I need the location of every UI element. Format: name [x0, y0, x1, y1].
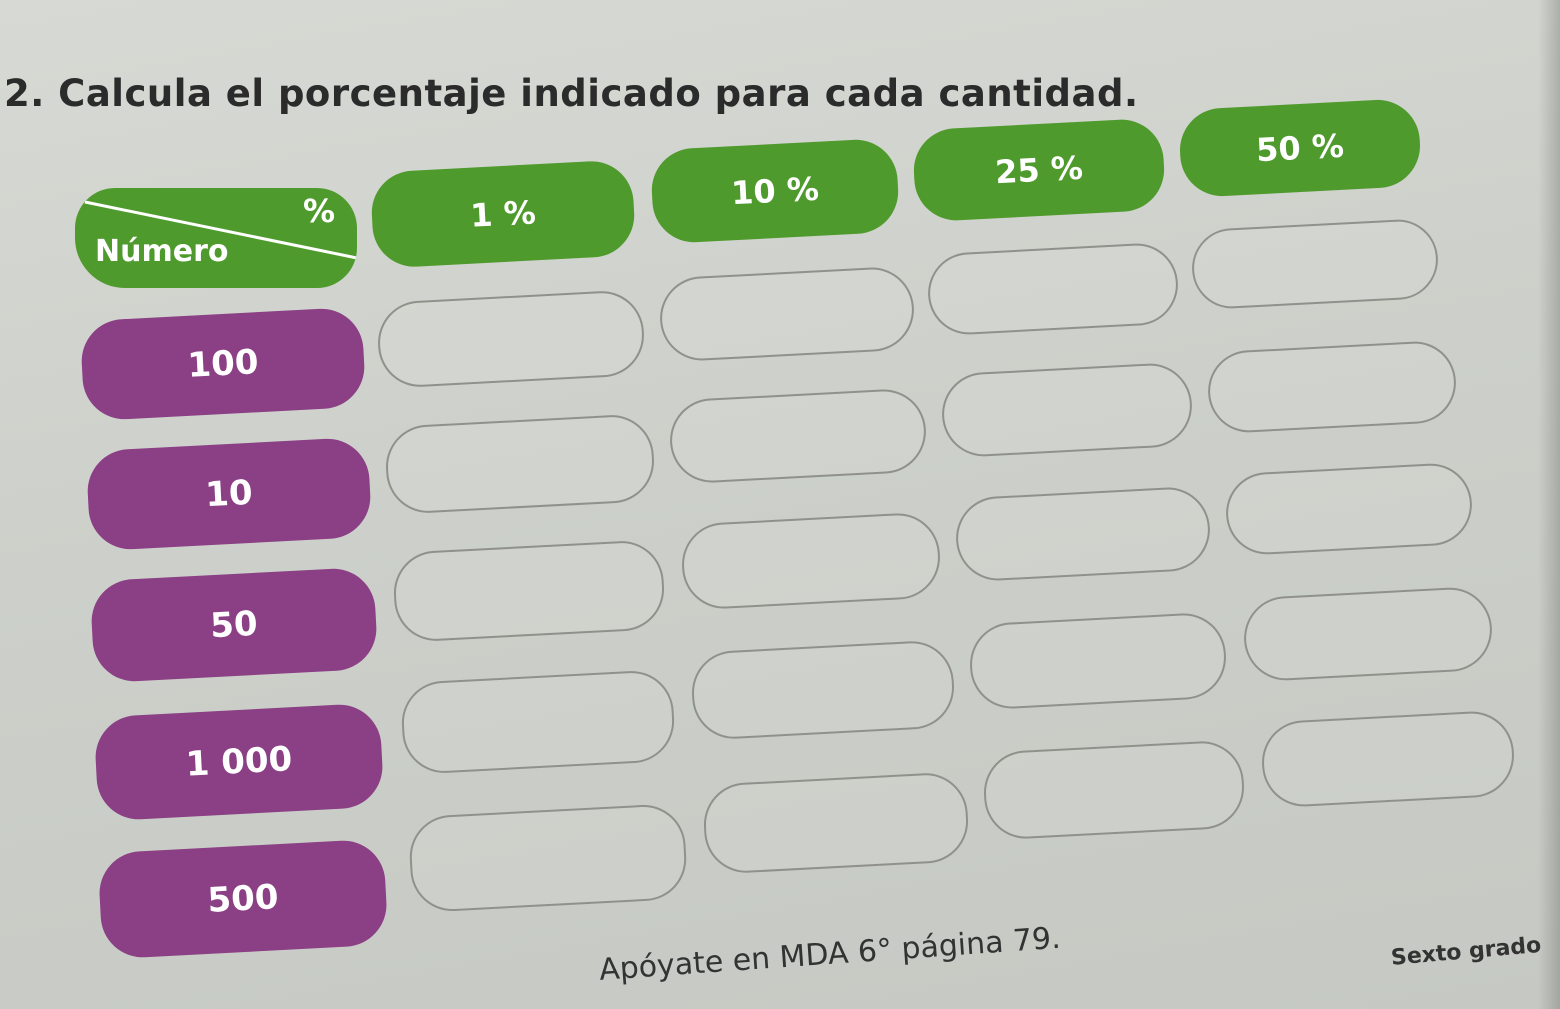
answer-cell-50-50pct[interactable]: [1224, 461, 1474, 557]
answer-cell-1000-10pct[interactable]: [689, 639, 957, 741]
answer-cell-10-25pct[interactable]: [939, 361, 1195, 459]
answer-cell-10-1pct[interactable]: [383, 413, 657, 515]
answer-cell-10-50pct[interactable]: [1206, 339, 1458, 435]
grade-label: Sexto grado: [1390, 932, 1543, 971]
reference-footnote: Apóyate en MDA 6° página 79.: [598, 920, 1062, 988]
row-number-100: 100: [79, 306, 367, 422]
corner-percent-label: %: [303, 192, 336, 230]
corner-diagonal-line: [84, 200, 357, 260]
header-percent-1: 1 %: [369, 159, 637, 269]
answer-cell-1000-1pct[interactable]: [399, 668, 677, 776]
answer-cell-100-1pct[interactable]: [375, 289, 647, 389]
header-corner-cell: % Número: [75, 188, 357, 288]
corner-number-label: Número: [95, 234, 229, 269]
page-edge-shadow: [1538, 0, 1560, 1009]
answer-cell-1000-25pct[interactable]: [967, 611, 1229, 711]
answer-cell-10-10pct[interactable]: [667, 387, 929, 485]
row-number-10: 10: [85, 436, 373, 552]
answer-cell-500-1pct[interactable]: [407, 802, 689, 914]
answer-cell-100-10pct[interactable]: [657, 265, 917, 363]
row-number-1000: 1 000: [93, 702, 385, 822]
answer-cell-1000-50pct[interactable]: [1241, 585, 1495, 683]
answer-cell-50-10pct[interactable]: [679, 511, 943, 611]
header-percent-25: 25 %: [911, 117, 1167, 223]
answer-cell-100-25pct[interactable]: [926, 241, 1180, 337]
row-number-50: 50: [89, 566, 379, 684]
answer-cell-100-50pct[interactable]: [1190, 217, 1440, 311]
answer-cell-50-25pct[interactable]: [953, 485, 1213, 583]
header-percent-10: 10 %: [649, 137, 901, 245]
answer-cell-500-25pct[interactable]: [981, 739, 1247, 841]
exercise-instruction: 2. Calcula el porcentaje indicado para c…: [4, 72, 1139, 115]
answer-cell-500-10pct[interactable]: [701, 771, 971, 875]
row-number-500: 500: [97, 838, 389, 960]
header-percent-50: 50 %: [1177, 97, 1423, 199]
answer-cell-500-50pct[interactable]: [1259, 709, 1517, 809]
answer-cell-50-1pct[interactable]: [391, 538, 667, 644]
